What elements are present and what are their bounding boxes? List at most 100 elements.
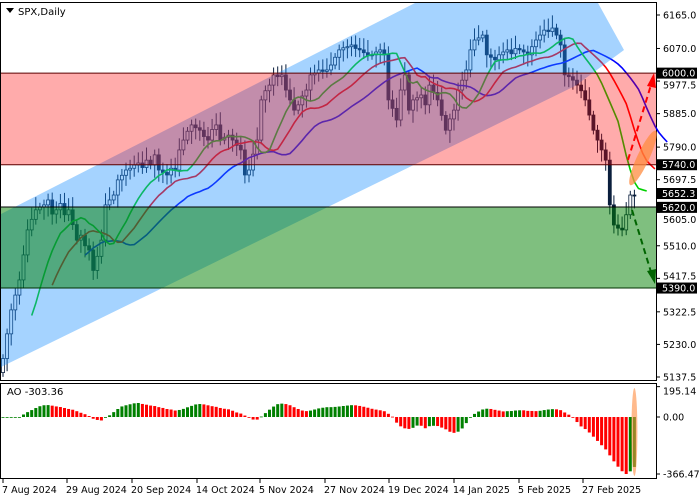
ao-bar (251, 417, 255, 420)
ao-tick-label: 0.00 (663, 413, 684, 424)
bull-candle-body (1, 358, 5, 373)
ao-bar (296, 408, 300, 417)
ao-bar (337, 406, 341, 417)
candle (238, 136, 243, 160)
ao-bar (116, 409, 120, 417)
ao-title: AO -303.36 (7, 387, 63, 398)
ao-bar (120, 406, 124, 417)
candle (115, 174, 120, 208)
price-tick-label: 5417.5 (663, 272, 696, 283)
ao-bar (173, 410, 177, 417)
ao-bar (63, 407, 66, 417)
candle (378, 43, 383, 64)
ao-bar (186, 407, 189, 417)
ao-bar (161, 407, 165, 417)
ao-bar (591, 417, 595, 437)
ao-bar (542, 410, 546, 417)
level-price-tag: 6000.0 (662, 69, 695, 80)
bull-candle-body (476, 37, 481, 41)
ao-bar (473, 413, 476, 417)
candle (566, 67, 571, 88)
ao-bar (239, 413, 243, 417)
candle (185, 127, 190, 145)
ao-bar (218, 407, 222, 417)
ao-bar (169, 409, 173, 417)
candle (271, 67, 276, 96)
candle (480, 30, 485, 43)
ao-bar (22, 414, 25, 417)
ao-bar (358, 405, 362, 417)
date-tick-label: 5 Feb 2025 (518, 485, 571, 496)
candle (554, 23, 559, 40)
level-price-tag-bg (657, 201, 697, 213)
ao-bar (382, 411, 386, 417)
candle (329, 52, 333, 76)
ao-bar (509, 411, 513, 417)
ao-bar (395, 417, 399, 423)
ao-bar (538, 410, 542, 417)
ao-bar (477, 411, 481, 417)
candle (214, 113, 219, 136)
candle (324, 58, 329, 78)
bull-candle-body (259, 99, 264, 141)
ao-bar (608, 417, 612, 456)
candle (197, 120, 202, 141)
candle (443, 111, 448, 135)
dropdown-triangle-icon[interactable] (6, 8, 14, 13)
bull-candle-body (296, 104, 301, 111)
candle (493, 49, 497, 71)
bear-candle-body (439, 99, 444, 116)
ao-bar (399, 417, 403, 427)
bullish-arrow-line (627, 84, 652, 161)
ao-bar (411, 417, 415, 428)
candle (583, 79, 588, 107)
ao-histogram (1, 388, 638, 476)
bull-candle-body (472, 39, 477, 51)
candle (386, 46, 391, 110)
ao-bar (210, 406, 214, 417)
ao-bar (5, 417, 9, 418)
date-tick-label: 14 Oct 2024 (196, 485, 255, 496)
ao-bar (526, 410, 530, 417)
ao-bar (42, 405, 46, 417)
candle (296, 100, 301, 115)
ao-bar (235, 412, 239, 417)
bear-candle-body (394, 107, 399, 121)
bull-candle-body (210, 129, 215, 141)
candle (288, 78, 292, 107)
candle (177, 138, 182, 177)
candle (9, 303, 14, 346)
price-tick-label: 6165.0 (663, 11, 696, 22)
ao-bar (124, 405, 128, 417)
candle (402, 62, 407, 96)
ao-bar (153, 406, 157, 417)
bear-candle-body (579, 84, 583, 92)
date-tick-label: 14 Jan 2025 (453, 485, 510, 496)
ao-bar (460, 417, 464, 429)
ao-bar (415, 417, 419, 426)
candle (251, 142, 256, 177)
candle (505, 39, 510, 60)
bull-candle-body (538, 34, 542, 41)
bearish-arrowhead-icon (647, 269, 656, 284)
bear-candle-body (521, 49, 526, 53)
ao-bar (563, 412, 567, 417)
bear-candle-body (509, 49, 514, 55)
ao-bar (317, 408, 321, 417)
ao-bar (255, 417, 259, 420)
candle (607, 151, 612, 215)
bear-candle-body (201, 129, 206, 137)
ao-bar (34, 408, 38, 417)
bear-candle-body (484, 34, 489, 56)
bear-candle-body (443, 115, 448, 131)
ao-bar (13, 417, 17, 418)
ao-bar (407, 417, 411, 429)
candle (247, 159, 251, 183)
candle (13, 287, 18, 321)
bear-candle-body (517, 48, 522, 51)
ao-bar (505, 411, 509, 417)
bear-candle-body (165, 172, 169, 176)
candle (579, 74, 583, 99)
candle (509, 38, 514, 61)
candle (411, 94, 415, 123)
